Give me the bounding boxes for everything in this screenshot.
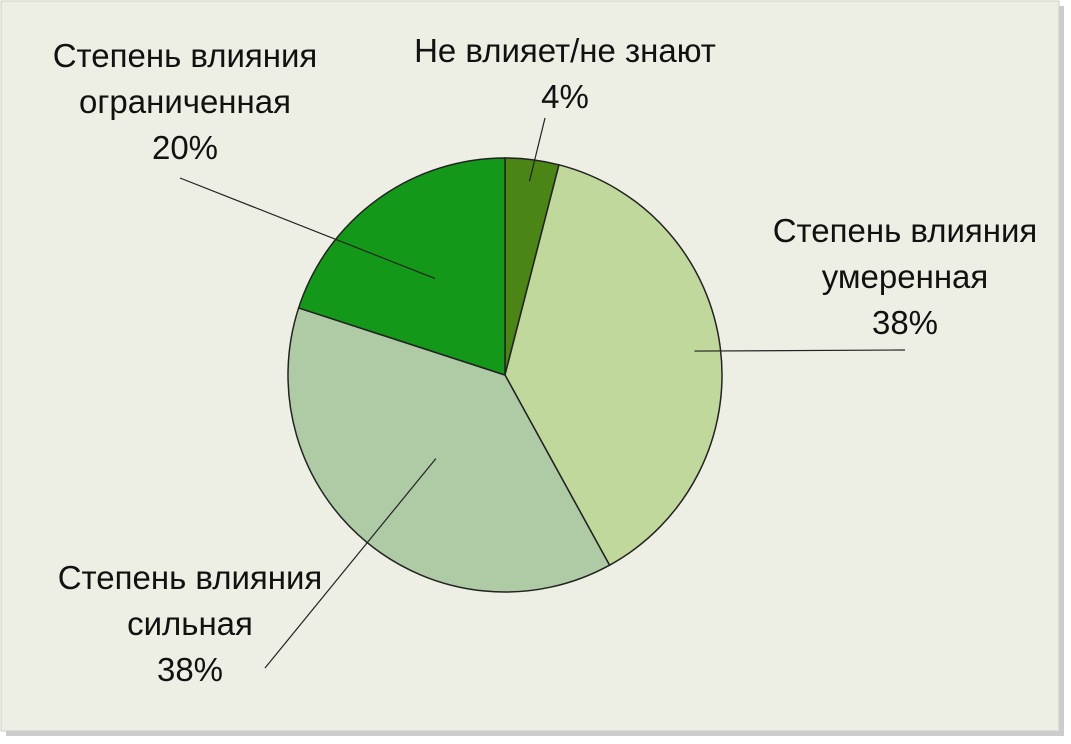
category-label: Не влияет/не знают: [414, 32, 716, 69]
value-label: 4%: [541, 78, 589, 115]
slice-label: Не влияет/не знают 4%: [375, 28, 755, 120]
category-label: Степень влияния ограниченная: [52, 37, 318, 120]
slice-label: Степень влияния умеренная 38%: [745, 208, 1065, 346]
category-label: Степень влияния сильная: [57, 559, 323, 642]
pie-slice: [287, 306, 611, 593]
category-label: Степень влияния умеренная: [772, 212, 1038, 295]
value-label: 38%: [871, 304, 939, 341]
pie-slice: [504, 163, 723, 567]
leader-line: [179, 177, 436, 280]
leader-line: [264, 458, 437, 669]
leader-line: [528, 117, 546, 182]
leader-line: [694, 349, 906, 352]
slice-label: Степень влияния сильная 38%: [30, 555, 350, 693]
value-label: 38%: [156, 651, 224, 688]
slice-label: Степень влияния ограниченная 20%: [25, 33, 345, 171]
value-label: 20%: [151, 129, 219, 166]
pie-slice: [297, 157, 506, 377]
